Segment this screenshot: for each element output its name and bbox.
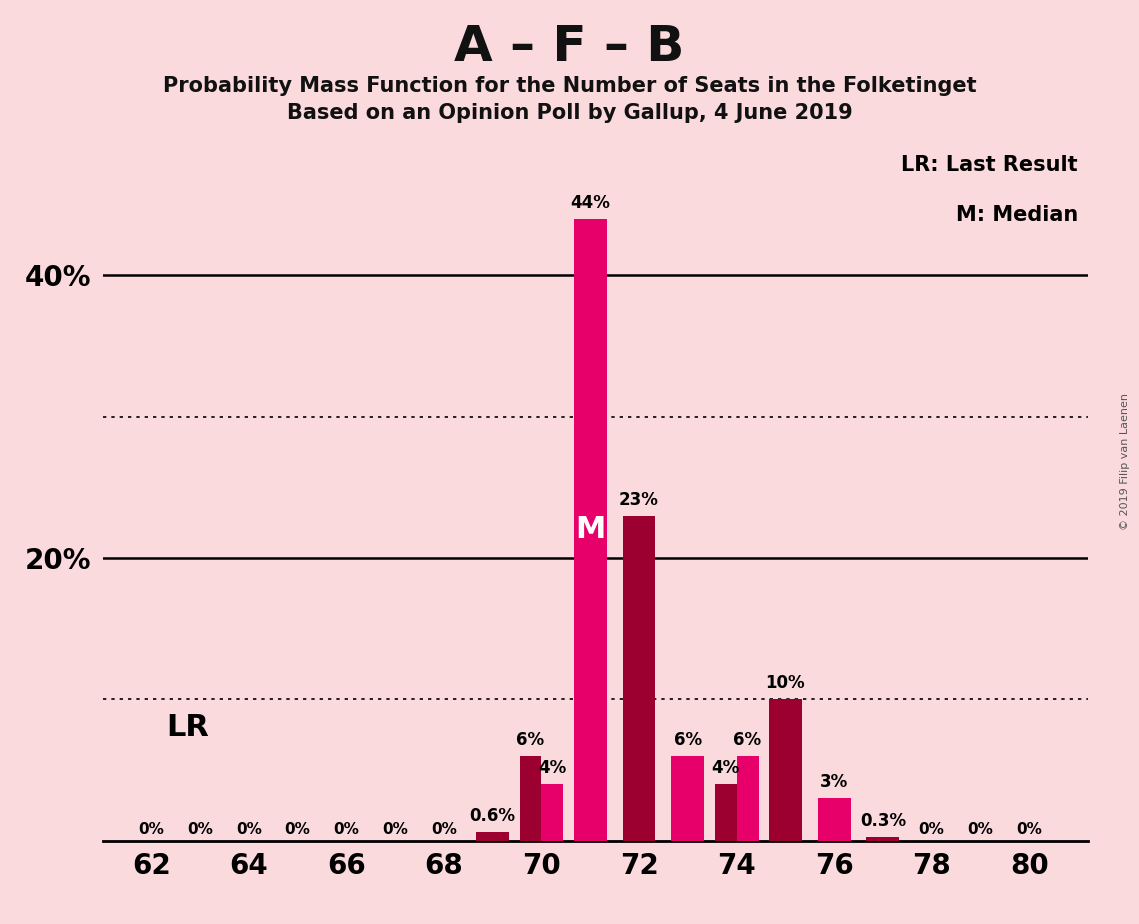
- Text: 23%: 23%: [620, 491, 659, 508]
- Text: 0%: 0%: [383, 821, 408, 836]
- Bar: [867, 836, 900, 841]
- Text: 3%: 3%: [820, 773, 849, 791]
- Text: 4%: 4%: [712, 760, 739, 777]
- Text: © 2019 Filip van Laenen: © 2019 Filip van Laenen: [1121, 394, 1130, 530]
- Text: 0%: 0%: [285, 821, 311, 836]
- Text: 0%: 0%: [431, 821, 457, 836]
- Bar: [671, 756, 704, 841]
- Text: 6%: 6%: [516, 731, 544, 749]
- Text: A – F – B: A – F – B: [454, 23, 685, 71]
- Text: 0%: 0%: [236, 821, 262, 836]
- Text: 10%: 10%: [765, 675, 805, 692]
- Bar: [519, 756, 541, 841]
- Bar: [541, 784, 564, 841]
- Text: Probability Mass Function for the Number of Seats in the Folketinget: Probability Mass Function for the Number…: [163, 76, 976, 96]
- Text: M: M: [575, 516, 606, 544]
- Text: 0%: 0%: [138, 821, 164, 836]
- Text: LR: LR: [166, 713, 208, 742]
- Text: 0.6%: 0.6%: [469, 808, 516, 825]
- Bar: [769, 699, 802, 841]
- Text: 0%: 0%: [967, 821, 993, 836]
- Text: 0%: 0%: [919, 821, 944, 836]
- Bar: [476, 833, 509, 841]
- Text: 4%: 4%: [539, 760, 566, 777]
- Text: 0%: 0%: [334, 821, 359, 836]
- Text: 6%: 6%: [734, 731, 762, 749]
- Bar: [623, 516, 655, 841]
- Text: 44%: 44%: [571, 194, 611, 212]
- Text: 0%: 0%: [187, 821, 213, 836]
- Text: M: Median: M: Median: [956, 205, 1077, 225]
- Bar: [714, 784, 737, 841]
- Bar: [818, 798, 851, 841]
- Bar: [574, 219, 607, 841]
- Text: LR: Last Result: LR: Last Result: [901, 155, 1077, 176]
- Text: 0.3%: 0.3%: [860, 811, 906, 830]
- Bar: [737, 756, 759, 841]
- Text: 6%: 6%: [674, 731, 702, 749]
- Text: 0%: 0%: [1016, 821, 1042, 836]
- Text: Based on an Opinion Poll by Gallup, 4 June 2019: Based on an Opinion Poll by Gallup, 4 Ju…: [287, 103, 852, 124]
